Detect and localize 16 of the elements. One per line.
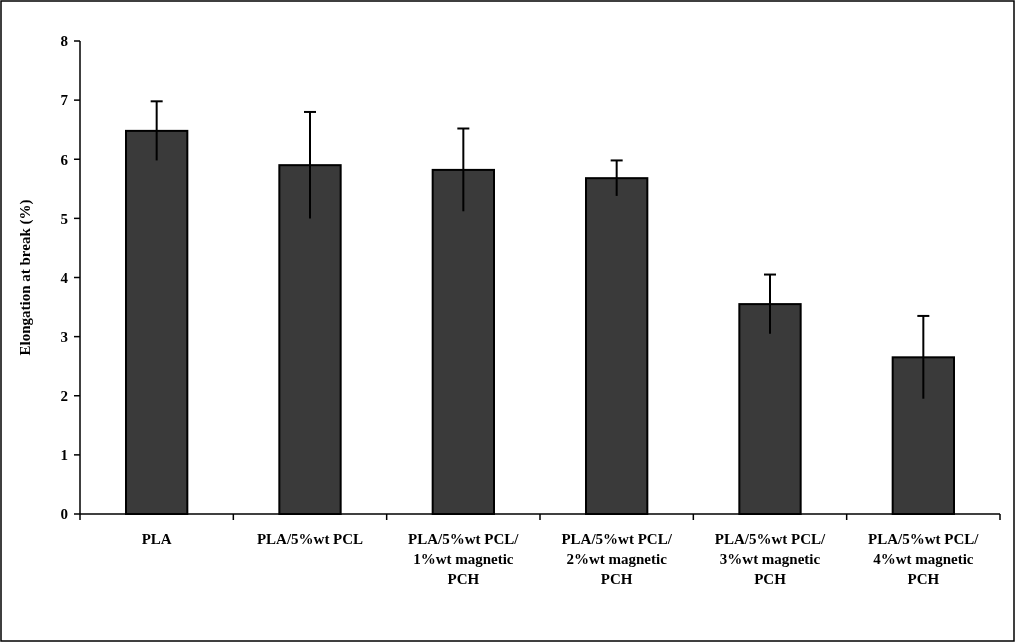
y-tick-label: 4 [60,269,69,286]
x-tick-label: PLA [141,531,172,547]
y-axis-title: Elongation at break (%) [17,199,34,356]
y-tick-label: 0 [60,506,68,523]
x-tick-label: PLA/5%wt PCL/ 1%wt magnetic PCH [408,531,520,587]
x-tick-label: PLA/5%wt PCL/ 3%wt magnetic PCH [714,531,827,587]
y-tick-label: 1 [60,447,68,464]
x-tick-label: PLA/5%wt PCL [256,531,364,547]
y-tick-label: 7 [60,92,69,109]
y-tick-label: 3 [60,328,68,345]
y-tick-label: 2 [60,388,68,404]
x-tick-label: PLA/5%wt PCL/ 4%wt magnetic PCH [868,531,980,587]
y-tick-label: 6 [60,151,69,168]
y-tick-label: 8 [60,33,68,50]
y-tick-label: 5 [60,210,68,227]
x-tick-label: PLA/5%wt PCL/ 2%wt magnetic PCH [561,531,673,587]
